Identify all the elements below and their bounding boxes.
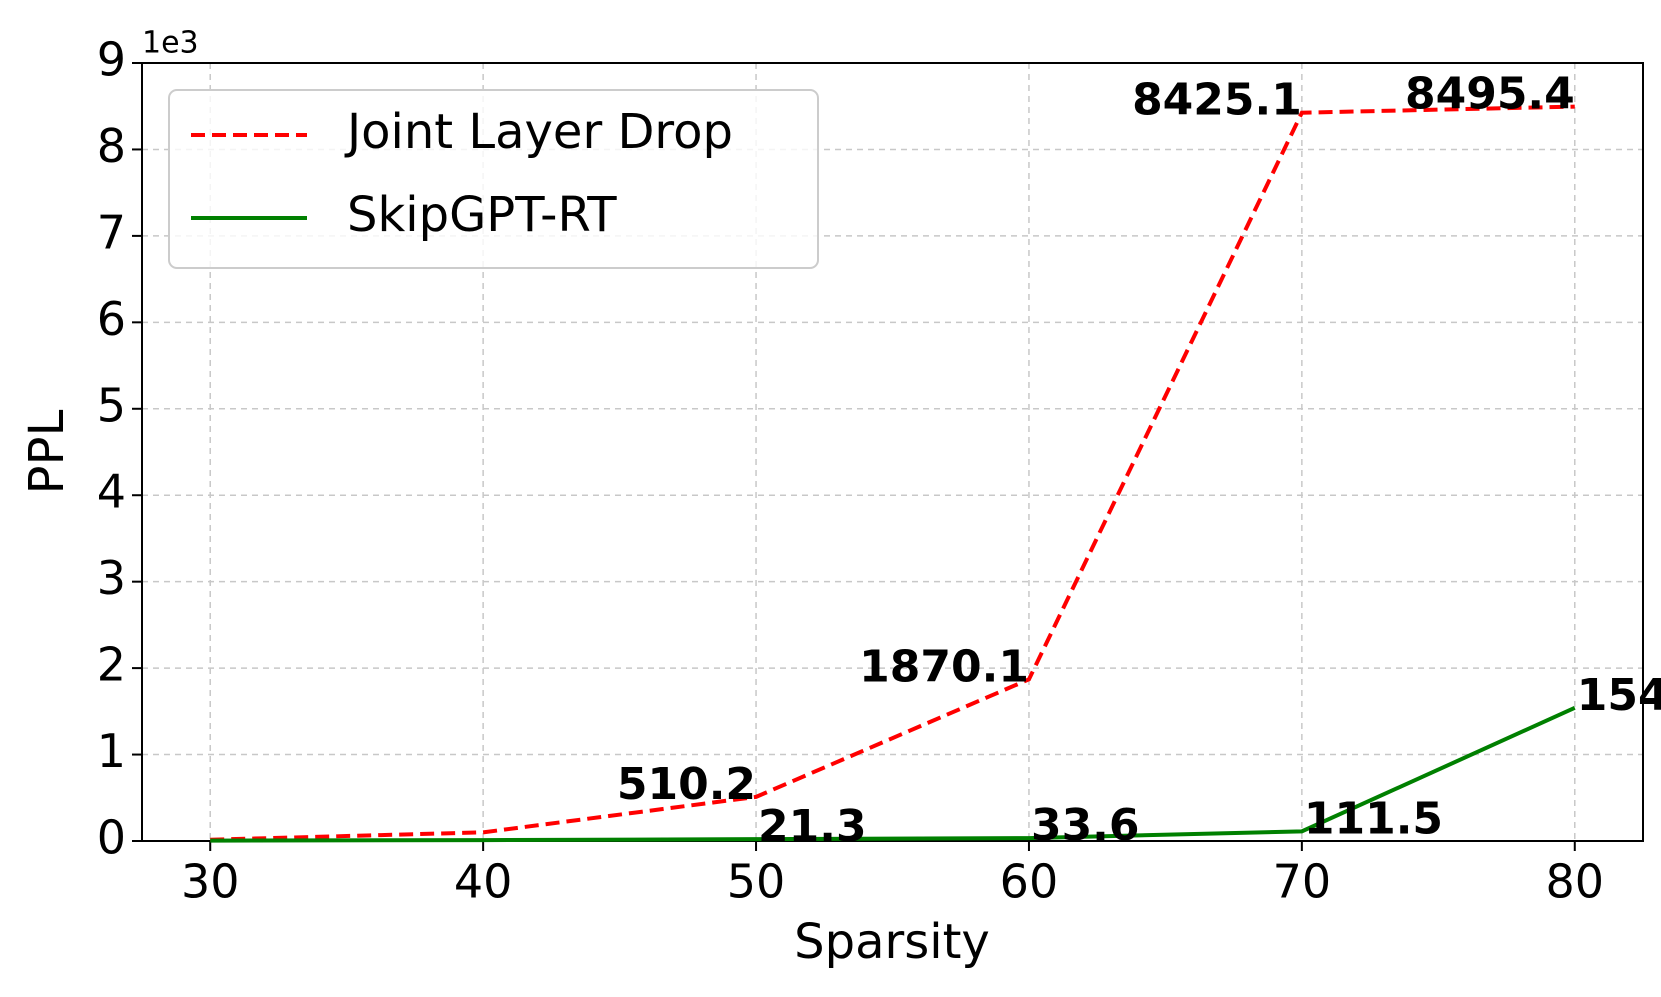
y-tick-label: 3 xyxy=(97,551,126,605)
data-label: 1870.1 xyxy=(859,641,1029,692)
y-tick-label: 9 xyxy=(97,33,126,87)
y-tick-label: 8 xyxy=(97,119,126,173)
y-axis-title: PPL xyxy=(19,409,75,494)
x-axis-title: Sparsity xyxy=(794,914,990,970)
x-tick-label: 60 xyxy=(1000,855,1059,909)
data-label: 21.3 xyxy=(758,801,867,852)
y-tick-label: 6 xyxy=(97,292,126,346)
data-label: 1540.7 xyxy=(1577,670,1661,721)
y-tick-label: 5 xyxy=(97,378,126,432)
data-label: 8495.4 xyxy=(1405,69,1575,120)
y-offset-label: 1e3 xyxy=(142,26,199,61)
data-label: 111.5 xyxy=(1304,793,1443,844)
y-tick-label: 2 xyxy=(97,638,126,692)
data-label: 510.2 xyxy=(617,759,756,810)
data-label: 33.6 xyxy=(1031,800,1140,851)
x-tick-label: 30 xyxy=(181,855,240,909)
x-tick-label: 50 xyxy=(727,855,786,909)
legend-label: SkipGPT-RT xyxy=(347,187,617,243)
y-tick-label: 1 xyxy=(97,724,126,778)
x-tick-label: 80 xyxy=(1545,855,1604,909)
plot-frame xyxy=(141,62,1644,842)
legend-box xyxy=(168,89,819,269)
y-tick-label: 4 xyxy=(97,465,126,519)
series-line xyxy=(210,104,1575,842)
legend-label: Joint Layer Drop xyxy=(344,104,733,160)
y-tick-label: 7 xyxy=(97,205,126,259)
data-label: 8425.1 xyxy=(1132,75,1302,126)
x-tick-label: 70 xyxy=(1273,855,1332,909)
series-line xyxy=(210,705,1576,843)
x-tick-label: 40 xyxy=(454,855,513,909)
y-tick-label: 0 xyxy=(97,811,126,865)
